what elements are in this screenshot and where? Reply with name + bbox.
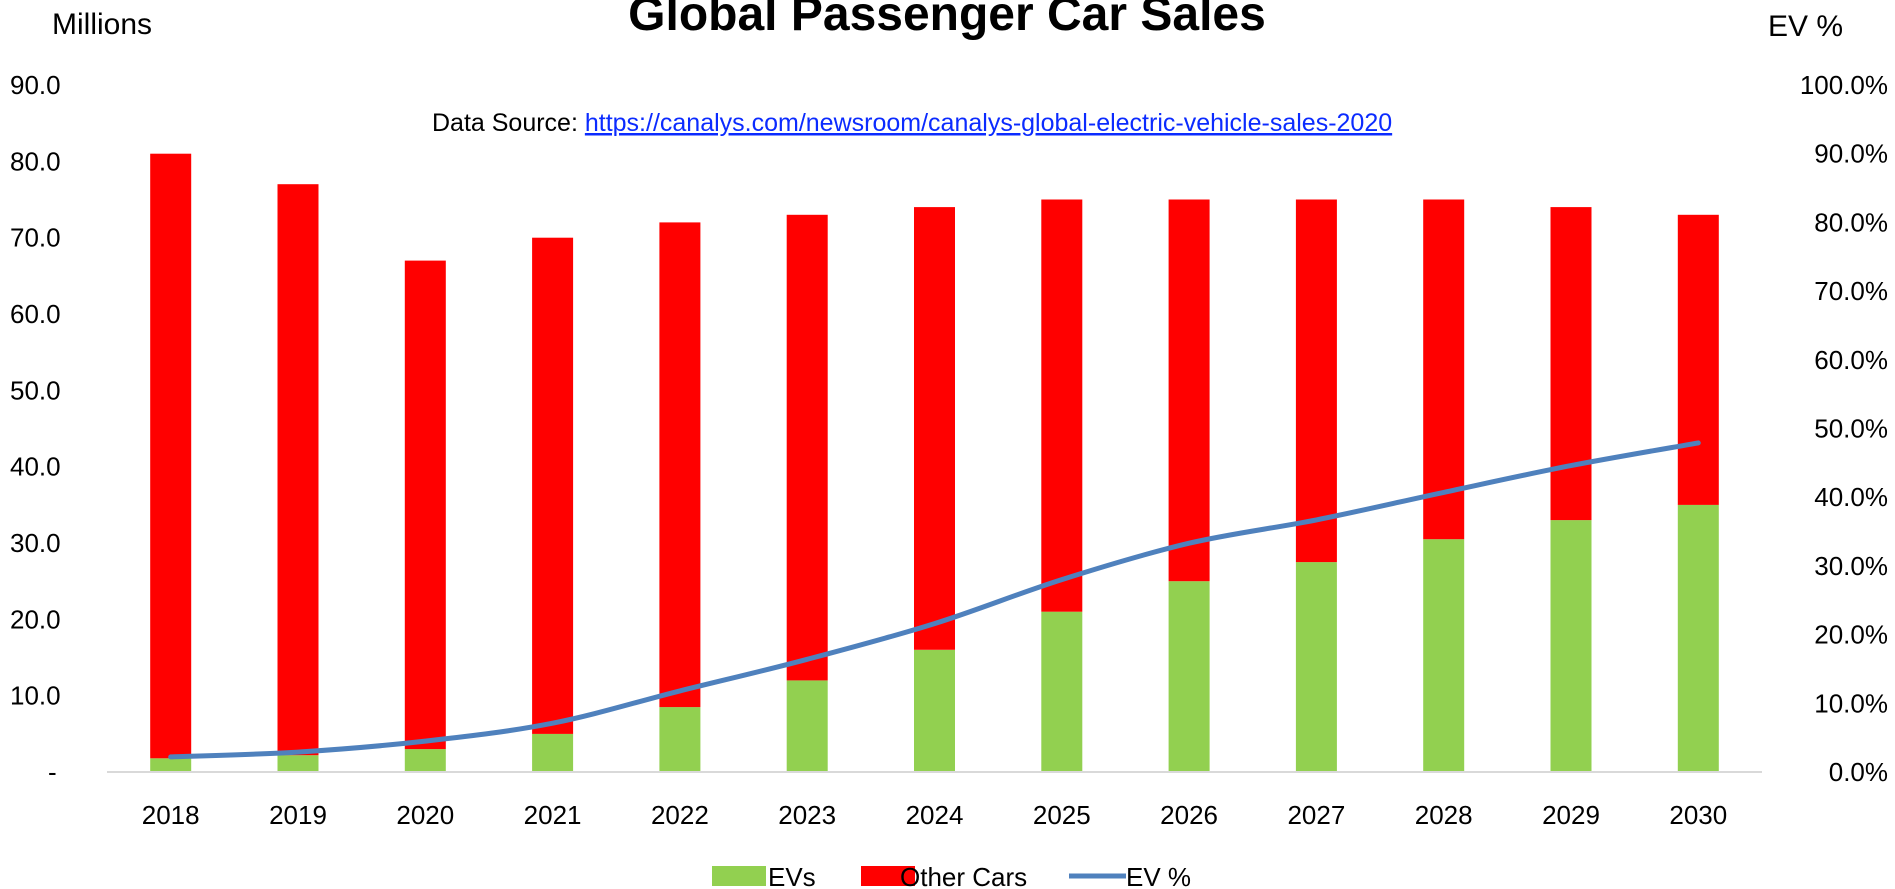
data-source-label: Data Source: <box>432 109 585 137</box>
x-axis-ticks: 2018 2019 2020 2021 2022 2023 2024 2025 2026 2027… <box>142 800 1727 830</box>
right-tick-label: 0.0% <box>1829 757 1888 787</box>
right-tick-label: 40.0% <box>1814 482 1888 512</box>
left-axis-ticks: - 10.0 20.0 30.0 40.0 50.0 60.0 70.0 80.0 90.0 <box>10 70 61 787</box>
legend: EVs Other Cars EV % <box>712 862 1191 889</box>
legend-swatch <box>861 866 915 886</box>
x-tick-label: 2024 <box>906 800 964 830</box>
left-tick-label: 20.0 <box>10 604 61 634</box>
right-axis-title: EV % <box>1768 10 1843 43</box>
data-source: Data Source: https://canalys.com/newsroo… <box>432 109 1392 137</box>
bar-evs-2030 <box>1677 504 1719 772</box>
bar-other-cars-2021 <box>532 237 574 734</box>
bar-other-cars-2029 <box>1550 207 1592 521</box>
left-tick-label: 80.0 <box>10 146 61 176</box>
bar-evs-2025 <box>1041 611 1083 772</box>
x-tick-label: 2025 <box>1033 800 1091 830</box>
bar-evs-2029 <box>1550 520 1592 772</box>
bar-evs-2028 <box>1423 539 1465 772</box>
x-tick-label: 2029 <box>1542 800 1600 830</box>
right-tick-label: 90.0% <box>1814 139 1888 169</box>
left-axis-title: Millions <box>52 8 152 41</box>
legend-label: Other Cars <box>900 862 1027 889</box>
x-tick-label: 2027 <box>1287 800 1345 830</box>
left-tick-label: 40.0 <box>10 452 61 482</box>
bar-other-cars-2020 <box>404 260 446 750</box>
left-tick-label: - <box>48 757 57 787</box>
right-tick-label: 100.0% <box>1800 70 1888 100</box>
bar-evs-2020 <box>404 749 446 772</box>
right-tick-label: 20.0% <box>1814 620 1888 650</box>
bar-other-cars-2022 <box>659 222 701 708</box>
right-tick-label: 70.0% <box>1814 276 1888 306</box>
left-tick-label: 70.0 <box>10 223 61 253</box>
bar-other-cars-2019 <box>277 184 319 756</box>
x-tick-label: 2018 <box>142 800 200 830</box>
bar-other-cars-2030 <box>1677 214 1719 505</box>
bar-other-cars-2025 <box>1041 199 1083 612</box>
bar-other-cars-2027 <box>1295 199 1337 563</box>
ev-percent-line-layer <box>168 440 1701 760</box>
bar-evs-2018 <box>150 758 192 772</box>
right-tick-label: 60.0% <box>1814 345 1888 375</box>
chart-title: Global Passenger Car Sales <box>628 0 1266 41</box>
data-source-link[interactable]: https://canalys.com/newsroom/canalys-glo… <box>585 109 1392 137</box>
left-tick-label: 10.0 <box>10 681 61 711</box>
right-tick-label: 50.0% <box>1814 414 1888 444</box>
bar-evs-2024 <box>914 649 955 772</box>
x-tick-label: 2026 <box>1160 800 1218 830</box>
bar-evs-2026 <box>1168 581 1210 772</box>
bar-other-cars-2024 <box>914 207 955 650</box>
legend-label: EVs <box>768 862 816 889</box>
x-tick-label: 2022 <box>651 800 709 830</box>
x-tick-label: 2023 <box>778 800 836 830</box>
x-tick-label: 2030 <box>1669 800 1727 830</box>
right-axis-ticks: 0.0% 10.0% 20.0% 30.0% 40.0% 50.0% 60.0% 70.0% 8… <box>1800 70 1888 787</box>
x-tick-label: 2020 <box>396 800 454 830</box>
bar-evs-2019 <box>277 755 319 772</box>
right-tick-label: 30.0% <box>1814 551 1888 581</box>
bar-evs-2022 <box>659 707 701 772</box>
x-tick-label: 2028 <box>1415 800 1473 830</box>
bar-other-cars-2028 <box>1423 199 1465 540</box>
left-tick-label: 50.0 <box>10 375 61 405</box>
right-tick-label: 10.0% <box>1814 688 1888 718</box>
legend-swatch <box>712 866 766 886</box>
x-tick-label: 2021 <box>524 800 582 830</box>
bar-evs-2021 <box>532 733 574 772</box>
x-tick-label: 2019 <box>269 800 327 830</box>
bar-other-cars-2026 <box>1168 199 1210 582</box>
bar-other-cars-2018 <box>150 153 192 759</box>
right-tick-label: 80.0% <box>1814 207 1888 237</box>
bars-layer <box>150 153 1719 772</box>
bar-evs-2023 <box>786 680 828 772</box>
legend-label: EV % <box>1126 862 1191 889</box>
bar-evs-2027 <box>1295 562 1337 772</box>
left-tick-label: 60.0 <box>10 299 61 329</box>
left-tick-label: 90.0 <box>10 70 61 100</box>
left-tick-label: 30.0 <box>10 528 61 558</box>
bar-other-cars-2023 <box>786 214 828 681</box>
